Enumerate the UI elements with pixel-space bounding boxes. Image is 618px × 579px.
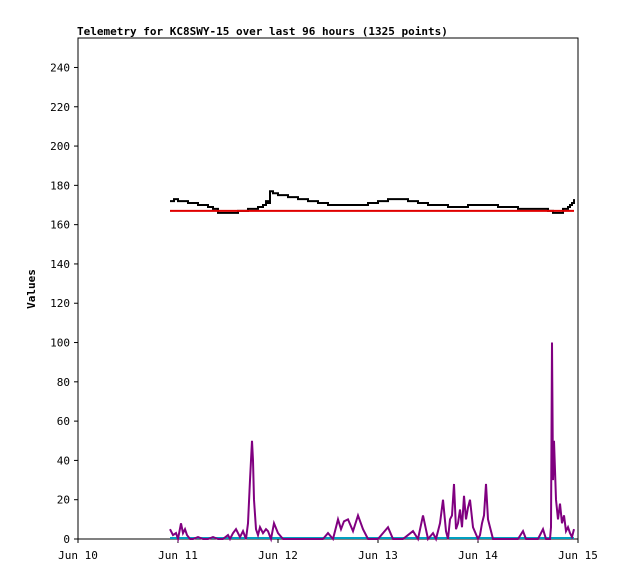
y-tick-label: 0 xyxy=(63,533,70,546)
y-axis: 0 20 40 60 80 100 120 140 160 180 200 220 240 xyxy=(50,61,78,546)
x-tick-label: Jun 10 xyxy=(58,549,98,562)
series-line-4 xyxy=(169,342,575,543)
series-layer xyxy=(169,190,575,543)
y-tick-label: 20 xyxy=(57,494,70,507)
x-tick-label: Jun 14 xyxy=(458,549,498,562)
x-tick-label: Jun 11 xyxy=(158,549,198,562)
x-tick-label: Jun 13 xyxy=(358,549,398,562)
y-tick-label: 80 xyxy=(57,376,70,389)
y-axis-title: Values xyxy=(25,269,38,309)
y-tick-label: 200 xyxy=(50,140,70,153)
x-tick-label: Jun 15 xyxy=(558,549,598,562)
series-line-1 xyxy=(170,190,575,214)
x-axis: Jun 10 Jun 11 Jun 12 Jun 13 Jun 14 Jun 15 xyxy=(58,539,598,562)
y-tick-label: 220 xyxy=(50,101,70,114)
x-tick-label: Jun 12 xyxy=(258,549,298,562)
y-tick-label: 180 xyxy=(50,179,70,192)
y-tick-label: 140 xyxy=(50,258,70,271)
y-tick-label: 60 xyxy=(57,415,70,428)
y-tick-label: 100 xyxy=(50,337,70,350)
chart-title: Telemetry for KC8SWY-15 over last 96 hou… xyxy=(77,25,448,38)
y-tick-label: 160 xyxy=(50,219,70,232)
plot-frame xyxy=(77,37,579,540)
y-tick-label: 40 xyxy=(57,454,70,467)
y-tick-label: 240 xyxy=(50,61,70,74)
y-tick-label: 120 xyxy=(50,297,70,310)
